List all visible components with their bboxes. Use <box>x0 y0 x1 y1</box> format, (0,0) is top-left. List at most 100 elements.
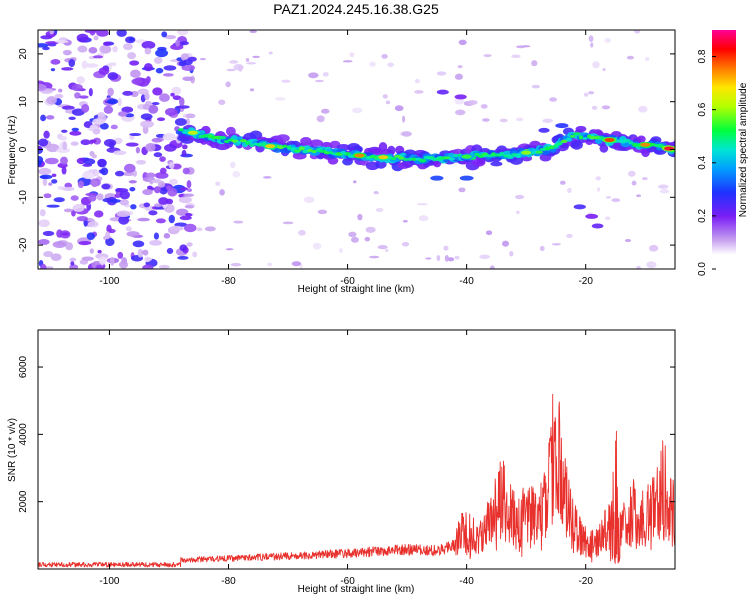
noise-blob <box>604 38 611 43</box>
noise-blob <box>348 231 357 238</box>
spectrogram-heatmap <box>38 30 675 269</box>
noise-blob <box>143 202 151 208</box>
y-tick-label: -20 <box>18 237 29 252</box>
noise-blob <box>117 111 128 117</box>
noise-blob <box>381 53 388 59</box>
signal-halo <box>570 139 583 150</box>
noise-blob <box>349 52 355 58</box>
signal-core <box>290 147 296 151</box>
noise-blob <box>353 180 357 184</box>
noise-blob <box>81 103 90 113</box>
signal-core <box>256 142 264 147</box>
noise-blob <box>77 45 88 53</box>
signal-halo <box>599 144 609 153</box>
noise-blob <box>509 251 514 257</box>
noise-blob <box>542 118 553 123</box>
noise-blob <box>153 186 161 194</box>
noise-blob <box>177 255 189 260</box>
noise-blob <box>127 52 137 60</box>
noise-blob <box>230 161 236 169</box>
noise-blob <box>38 138 49 147</box>
noise-blob <box>171 86 182 95</box>
noise-blob <box>55 39 69 44</box>
signal-core <box>516 153 521 157</box>
noise-blob <box>249 30 257 33</box>
noise-blob <box>76 33 89 43</box>
noise-blob <box>101 183 111 190</box>
noise-blob <box>249 88 255 92</box>
noise-blob <box>338 247 343 254</box>
noise-blob <box>382 94 388 99</box>
signal-core <box>507 154 513 159</box>
signal-core <box>448 157 456 161</box>
noise-blob <box>116 30 127 37</box>
noise-blob <box>402 219 408 223</box>
noise-blob <box>77 180 85 189</box>
noise-blob <box>416 203 428 206</box>
noise-blob <box>159 156 166 162</box>
noise-blob <box>69 264 79 269</box>
signal-core <box>307 148 313 152</box>
noise-blob <box>444 255 449 262</box>
noise-blob <box>50 58 61 65</box>
noise-blob <box>76 215 89 222</box>
noise-blob <box>394 105 404 112</box>
noise-blob <box>172 95 182 101</box>
noise-blob <box>89 248 94 254</box>
signal-core <box>553 143 559 148</box>
noise-blob <box>174 222 188 227</box>
noise-blob <box>50 253 62 261</box>
noise-blob <box>91 179 98 188</box>
noise-blob <box>38 83 47 92</box>
noise-blob <box>140 120 154 128</box>
noise-blob <box>181 64 196 72</box>
noise-blob <box>107 98 119 105</box>
noise-blob <box>153 56 163 64</box>
signal-halo <box>387 145 396 156</box>
signal-core <box>485 154 494 158</box>
noise-blob <box>480 104 488 109</box>
noise-blob <box>87 221 99 228</box>
noise-blob <box>183 193 194 197</box>
noise-blob <box>611 198 621 202</box>
noise-blob <box>125 226 132 232</box>
noise-blob <box>49 30 55 35</box>
signal-core <box>294 149 302 153</box>
noise-blob <box>489 265 495 269</box>
noise-blob <box>89 124 99 130</box>
noise-blob <box>76 76 85 84</box>
colorbar-tick-label: 0.6 <box>697 102 708 116</box>
noise-blob <box>38 146 42 150</box>
noise-blob <box>135 146 141 154</box>
signal-peak <box>640 142 651 147</box>
noise-blob <box>180 53 190 61</box>
noise-blob <box>375 207 384 213</box>
noise-blob <box>182 144 188 150</box>
noise-blob <box>162 73 174 77</box>
signal-core <box>499 152 505 156</box>
noise-blob <box>402 115 406 123</box>
noise-blob <box>225 248 234 251</box>
noise-blob <box>70 261 75 266</box>
noise-blob <box>636 265 642 269</box>
noise-blob <box>436 255 441 262</box>
noise-blob <box>369 61 376 67</box>
signal-core <box>286 145 292 150</box>
noise-blob <box>502 240 510 247</box>
noise-blob <box>515 45 526 49</box>
noise-blob <box>61 166 67 175</box>
noise-blob <box>155 49 169 58</box>
noise-blob <box>117 251 124 259</box>
noise-blob <box>181 149 187 157</box>
noise-blob <box>152 87 163 96</box>
noise-blob <box>116 210 131 218</box>
noise-blob <box>43 193 52 199</box>
noise-blob <box>567 187 572 194</box>
colorbar: 0.0 0.2 0.4 0.6 0.8 Normalized spectral ampl… <box>697 30 749 276</box>
noise-blob <box>60 156 68 165</box>
noise-blob <box>161 31 168 38</box>
noise-blob <box>88 47 98 54</box>
noise-blob <box>659 189 670 194</box>
